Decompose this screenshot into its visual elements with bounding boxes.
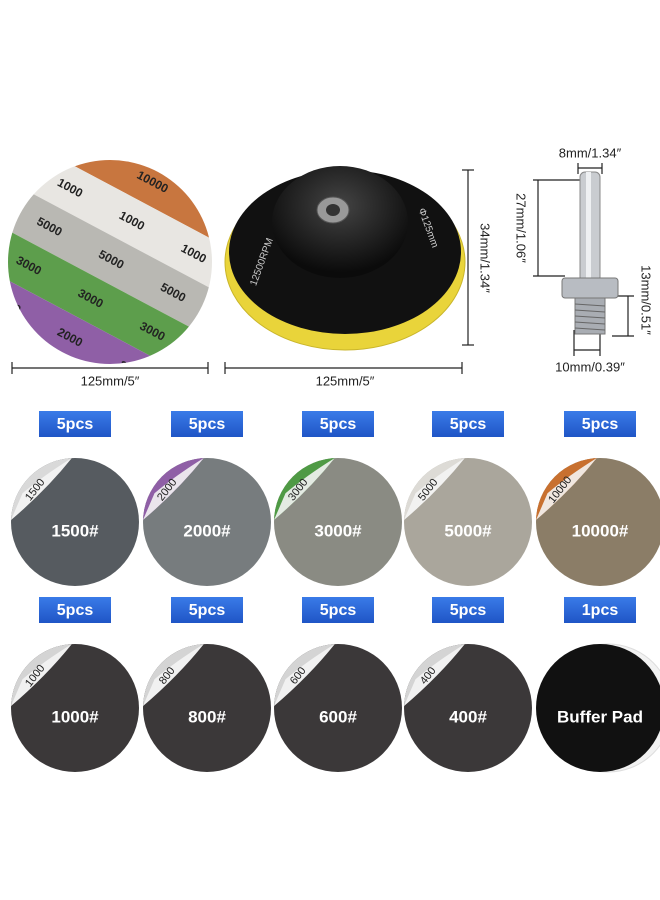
- badge: [302, 411, 374, 437]
- peel-back: [404, 644, 465, 706]
- grit-label: 10000#: [572, 521, 629, 540]
- badge-text: 5pcs: [189, 602, 226, 619]
- stripe: [8, 209, 212, 364]
- badge: [564, 411, 636, 437]
- dimension-label: 125mm/5″: [316, 373, 375, 388]
- sandpaper-stack: 1000010000100001000100010005000500050003…: [8, 135, 212, 364]
- stripe: [9, 160, 212, 273]
- badge-text: 5pcs: [450, 602, 487, 619]
- stripe: [8, 160, 212, 312]
- badge: [39, 411, 111, 437]
- dimension-label: 34mm/1.34″: [478, 223, 493, 293]
- badge: [432, 597, 504, 623]
- badge-text: 5pcs: [189, 416, 226, 433]
- grit-label: 1000#: [51, 707, 99, 726]
- badge-text: 1pcs: [582, 602, 619, 619]
- grit-label: 1500#: [51, 521, 99, 540]
- dimension-label: 13mm/0.51″: [639, 265, 654, 335]
- dimension-label: 125mm/5″: [81, 373, 140, 388]
- peel-back: [11, 458, 72, 520]
- grit-label: 800#: [188, 707, 226, 726]
- grit-label: 600#: [319, 707, 357, 726]
- drill-shaft: [561, 171, 619, 335]
- peel-back: [274, 644, 335, 706]
- grit-label: 5000#: [444, 521, 492, 540]
- dimension-label: 27mm/1.06″: [514, 193, 529, 263]
- badge-text: 5pcs: [57, 602, 94, 619]
- stripe: [8, 170, 212, 351]
- peel-back: [274, 458, 335, 520]
- peel-back: [143, 644, 204, 706]
- badge: [564, 597, 636, 623]
- product-grid: 5pcs15001500#5pcs20002000#5pcs30003000#5…: [11, 411, 660, 773]
- badge: [302, 597, 374, 623]
- badge-text: 5pcs: [57, 416, 94, 433]
- badge-text: 5pcs: [320, 602, 357, 619]
- badge-text: 5pcs: [320, 416, 357, 433]
- disc: [536, 644, 660, 772]
- stripe: [8, 248, 212, 364]
- badge: [171, 411, 243, 437]
- grit-label: 400#: [449, 707, 487, 726]
- badge: [171, 597, 243, 623]
- badge-text: 5pcs: [582, 416, 619, 433]
- peel-back: [11, 644, 72, 706]
- peel-back: [536, 458, 597, 520]
- badge: [39, 597, 111, 623]
- peel-back: [143, 458, 204, 520]
- grit-label: Buffer Pad: [557, 707, 643, 726]
- stripes: 1000010000100001000100010005000500050003…: [8, 135, 212, 364]
- grit-label: 2000#: [183, 521, 231, 540]
- badge: [432, 411, 504, 437]
- peel-back: [404, 458, 465, 520]
- stripe-label: 10000: [73, 135, 109, 163]
- badge-text: 5pcs: [450, 416, 487, 433]
- dimension-lines: [11, 163, 634, 374]
- backing-pad: 12500RPM Φ125mm: [224, 166, 466, 351]
- dimension-label: 10mm/0.39″: [555, 359, 625, 374]
- grit-label: 3000#: [314, 521, 362, 540]
- dimension-label: 8mm/1.34″: [559, 145, 622, 160]
